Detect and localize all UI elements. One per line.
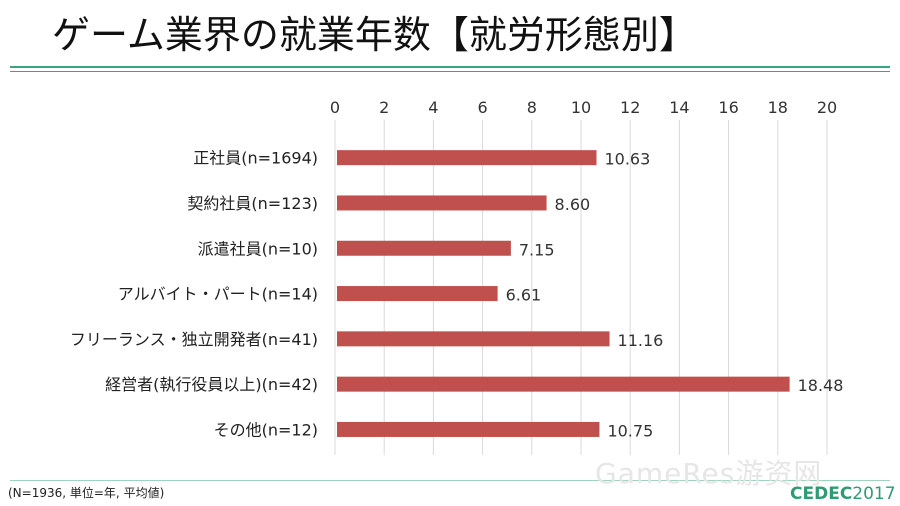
value-label: 8.60	[555, 195, 591, 214]
footer-rule	[10, 480, 890, 481]
category-label: フリーランス・独立開発者(n=41)	[70, 330, 318, 349]
x-tick-label: 4	[428, 98, 438, 117]
bar	[337, 195, 547, 211]
footnote: (N=1936, 単位=年, 平均値)	[8, 486, 165, 500]
x-tick-label: 16	[718, 98, 738, 117]
value-label: 6.61	[506, 286, 542, 305]
cedec-logo: CEDEC2017	[790, 484, 896, 504]
category-label: その他(n=12)	[214, 420, 318, 439]
bar	[337, 240, 511, 256]
bar	[337, 286, 498, 302]
title-rule-thin	[10, 71, 890, 72]
value-labels: 10.63 8.60 7.15 6.61 11.16 18.48 10.75	[506, 150, 844, 441]
x-tick-label: 14	[669, 98, 689, 117]
value-label: 18.48	[798, 376, 844, 395]
category-label: 派遣社員(n=10)	[198, 239, 318, 258]
slide-title: ゲーム業界の就業年数【就労形態別】	[52, 13, 697, 57]
x-axis-ticks: 0 2 4 6 8 10 12 14 16 18 20	[330, 98, 837, 117]
x-tick-label: 2	[379, 98, 389, 117]
category-label: 経営者(執行役員以上)(n=42)	[105, 375, 318, 394]
value-label: 10.75	[607, 421, 653, 440]
bars	[337, 150, 790, 437]
logo-year: 2017	[852, 484, 896, 504]
x-tick-label: 18	[768, 98, 788, 117]
x-tick-label: 10	[571, 98, 591, 117]
category-label: 契約社員(n=123)	[187, 194, 318, 213]
title-rule	[10, 66, 890, 68]
x-tick-label: 20	[817, 98, 837, 117]
x-tick-label: 8	[527, 98, 537, 117]
value-label: 7.15	[519, 240, 555, 259]
bar-chart: 0 2 4 6 8 10 12 14 16 18 20 正社員(n=1694) 契約社員(n=123)…	[70, 98, 844, 455]
category-labels: 正社員(n=1694) 契約社員(n=123) 派遣社員(n=10) アルバイト・パー…	[70, 149, 318, 440]
bar	[337, 376, 790, 392]
watermark: GameRes游资网	[595, 457, 823, 490]
category-label: アルバイト・パート(n=14)	[118, 285, 318, 304]
bar	[337, 150, 597, 166]
x-tick-label: 0	[330, 98, 340, 117]
bar	[337, 421, 600, 437]
bar	[337, 331, 610, 347]
x-tick-label: 6	[478, 98, 488, 117]
value-label: 10.63	[604, 150, 650, 169]
value-label: 11.16	[618, 331, 664, 350]
logo-brand: CEDEC	[790, 484, 853, 504]
category-label: 正社員(n=1694)	[193, 149, 318, 168]
x-tick-label: 12	[620, 98, 640, 117]
